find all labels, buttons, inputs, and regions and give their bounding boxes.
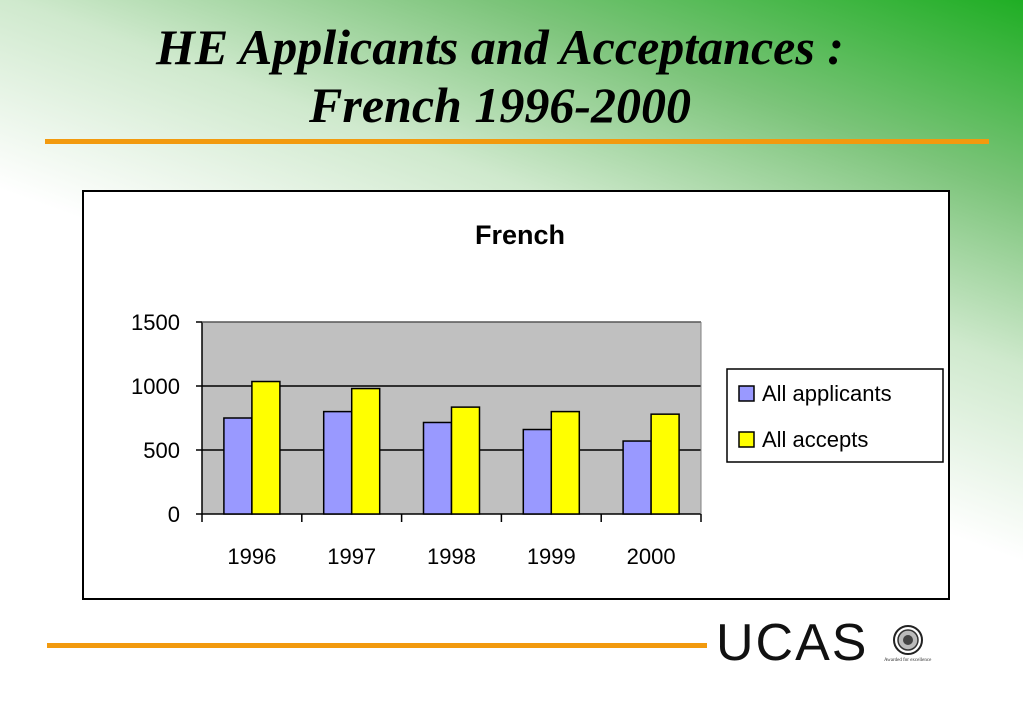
x-tick-label: 1996 — [227, 544, 276, 569]
y-tick-label: 500 — [143, 438, 180, 463]
x-tick-label: 1998 — [427, 544, 476, 569]
bar-accepts — [251, 380, 281, 515]
bar-applicants — [322, 410, 353, 515]
slide-title: HE Applicants and Acceptances : French 1… — [0, 18, 1000, 134]
footer-divider — [47, 643, 707, 648]
legend-label-accepts: All accepts — [762, 427, 868, 452]
y-tick-label: 0 — [168, 502, 180, 527]
x-tick-label: 1999 — [527, 544, 576, 569]
y-tick-label: 1000 — [131, 374, 180, 399]
y-tick-label: 1500 — [131, 310, 180, 335]
bar-accepts — [350, 387, 381, 515]
x-tick-label: 2000 — [627, 544, 676, 569]
legend-box — [726, 368, 944, 463]
title-divider — [45, 139, 989, 144]
legend-label-applicants: All applicants — [762, 381, 892, 406]
bar-accepts — [550, 410, 581, 515]
chart-panel: French 0 500 1000 1500 1996 1997 1998 1999 2000 Al… — [82, 190, 950, 600]
ucas-logo: UCAS — [716, 614, 869, 672]
seal-caption: Awarded for excellence — [884, 658, 932, 663]
award-seal-icon — [893, 625, 923, 655]
bar-chart: French 0 500 1000 1500 1996 1997 1998 1999 2000 Al… — [131, 220, 944, 569]
x-tick-label: 1997 — [327, 544, 376, 569]
legend-swatch-applicants — [738, 385, 755, 402]
legend-swatch-accepts — [738, 431, 755, 448]
chart-title: French — [475, 220, 565, 250]
bar-accepts — [650, 413, 680, 515]
bar-accepts — [450, 406, 481, 515]
slide-title-line2: French 1996-2000 — [309, 77, 691, 133]
bar-applicants — [422, 421, 453, 515]
bar-applicants — [622, 440, 652, 515]
bar-applicants — [223, 417, 253, 515]
bar-applicants — [522, 428, 553, 515]
slide-title-line1: HE Applicants and Acceptances : — [156, 19, 844, 75]
